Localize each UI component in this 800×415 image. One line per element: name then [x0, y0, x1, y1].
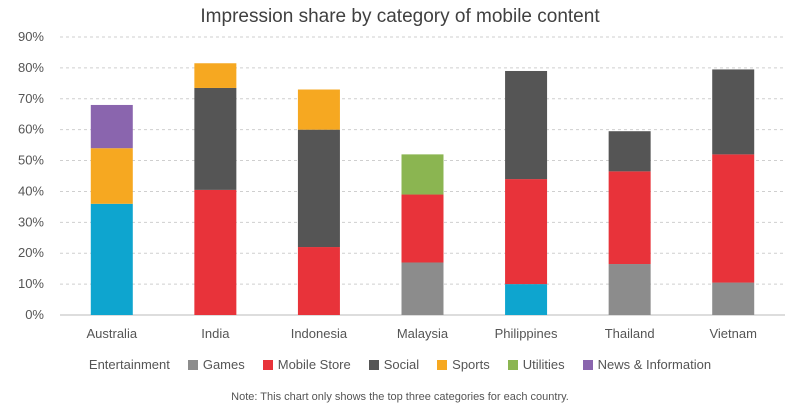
bar-segment [505, 284, 548, 315]
x-tick-label: Australia [86, 326, 137, 341]
y-tick-label: 50% [18, 153, 44, 168]
legend-swatch [507, 359, 518, 370]
y-tick-label: 80% [18, 60, 44, 75]
bar-segment [297, 247, 340, 315]
x-tick-label: Philippines [495, 326, 558, 341]
bar-segment [608, 131, 651, 172]
legend-item: Mobile Store [262, 357, 351, 372]
bar-segment [712, 154, 755, 283]
y-tick-label: 10% [18, 276, 44, 291]
legend-item: Games [187, 357, 245, 372]
legend-swatch [187, 359, 198, 370]
bar-segment [90, 148, 133, 204]
bar-segment [194, 189, 237, 315]
y-tick-label: 90% [18, 29, 44, 44]
legend-item: News & Information [582, 357, 712, 372]
legend-swatch [262, 359, 273, 370]
legend-item: Social [368, 357, 420, 372]
legend-item: Sports [437, 357, 490, 372]
y-tick-label: 20% [18, 245, 44, 260]
x-axis-ticks: Australia India Indonesia Malaysia Philippin… [86, 326, 756, 341]
y-tick-label: 0% [25, 307, 44, 322]
bar-segment [505, 179, 548, 285]
bar-segment [608, 171, 651, 265]
chart-title: Impression share by category of mobile c… [200, 6, 600, 27]
legend-label: News & Information [597, 357, 712, 372]
y-axis-ticks: 0% 10% 20% 30% 40% 50% 60% 70% 80% 90% [18, 29, 44, 322]
bar-segment [712, 282, 755, 315]
chart-note: Note: This chart only shows the top thre… [231, 391, 569, 403]
y-tick-label: 40% [18, 183, 44, 198]
legend-label: Entertainment [88, 357, 170, 372]
bar-segment [401, 262, 444, 315]
x-tick-label: Indonesia [291, 326, 348, 341]
bar-segment [194, 87, 237, 190]
y-tick-label: 70% [18, 91, 44, 106]
x-tick-label: Malaysia [397, 326, 449, 341]
legend-label: Mobile Store [277, 357, 351, 372]
legend-swatch [368, 359, 379, 370]
bar-segment [297, 129, 340, 248]
bar-segment [712, 69, 755, 155]
bar-segment [401, 194, 444, 263]
bar-segment [297, 89, 340, 130]
legend-swatch [437, 359, 448, 370]
bar-segment [194, 63, 237, 88]
x-tick-label: India [201, 326, 230, 341]
legend-label: Games [202, 357, 245, 372]
bars [90, 63, 755, 315]
legend-item: Utilities [507, 357, 565, 372]
bar-segment [401, 154, 444, 195]
y-tick-label: 30% [18, 214, 44, 229]
bar-segment [608, 264, 651, 315]
legend: Entertainment Games Mobile Store Social Spor… [0, 357, 800, 372]
y-tick-label: 60% [18, 122, 44, 137]
legend-item: Entertainment [89, 357, 170, 372]
bar-segment [90, 203, 133, 315]
x-tick-label: Thailand [605, 326, 655, 341]
legend-swatch [582, 359, 593, 370]
bar-segment [90, 104, 133, 149]
legend-label: Social [383, 357, 420, 372]
legend-label: Utilities [522, 357, 565, 372]
legend-label: Sports [452, 357, 490, 372]
bar-segment [505, 70, 548, 180]
x-tick-label: Vietnam [709, 326, 756, 341]
